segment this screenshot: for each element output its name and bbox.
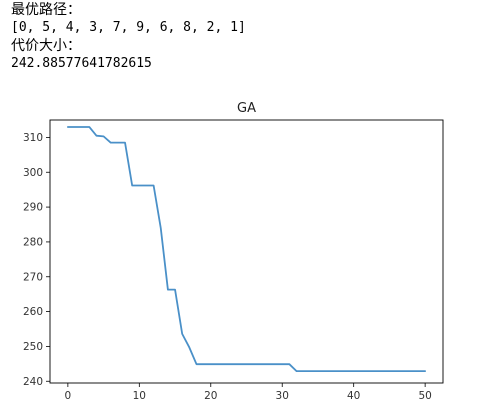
- y-tick-label: 300: [23, 167, 43, 179]
- x-tick-label: 40: [347, 390, 360, 402]
- cell-output: 最优路径： [0, 5, 4, 3, 7, 9, 6, 8, 2, 1] 代价大小：…: [11, 1, 246, 73]
- y-tick-label: 290: [23, 202, 43, 214]
- best-path-value: [0, 5, 4, 3, 7, 9, 6, 8, 2, 1]: [11, 20, 246, 35]
- y-tick-label: 280: [23, 236, 43, 248]
- series-line: [66, 126, 427, 373]
- y-tick-label: 240: [23, 376, 43, 388]
- best-path-label: 最优路径：: [11, 2, 81, 18]
- x-tick-label: 30: [276, 390, 289, 402]
- x-tick-label: 0: [65, 390, 72, 402]
- x-tick-label: 20: [204, 390, 217, 402]
- y-tick-label: 310: [23, 132, 43, 144]
- y-tick-label: 260: [23, 306, 43, 318]
- y-tick-label: 250: [23, 341, 43, 353]
- plot-frame: [49, 119, 444, 384]
- cost-value: 242.88577641782615: [11, 56, 152, 71]
- x-tick-label: 50: [418, 390, 431, 402]
- y-tick-label: 270: [23, 271, 43, 283]
- chart-title: GA: [237, 101, 256, 116]
- x-tick-label: 10: [133, 390, 146, 402]
- cost-label: 代价大小：: [11, 38, 81, 54]
